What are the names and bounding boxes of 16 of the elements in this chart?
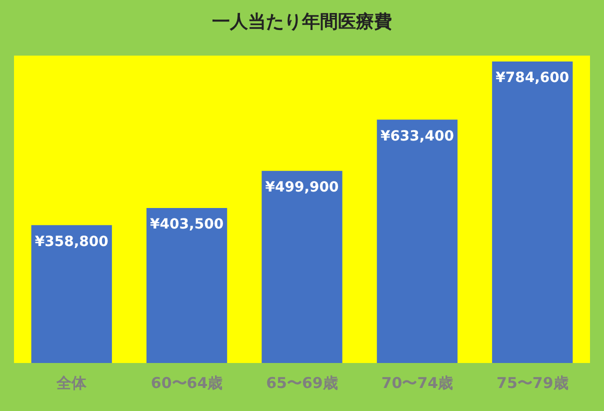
data-label: ¥633,400: [380, 128, 454, 144]
x-tick-label: 60〜64歳: [150, 374, 223, 392]
bar: [492, 62, 573, 363]
x-tick-label: 75〜79歳: [496, 374, 568, 392]
data-label: ¥358,800: [34, 234, 109, 250]
data-label: ¥403,500: [150, 216, 224, 233]
bar: [376, 120, 458, 363]
x-tick-label: 70〜74歳: [381, 374, 454, 392]
x-tick-label: 65〜69歳: [266, 374, 338, 392]
data-label: ¥784,600: [496, 70, 570, 86]
bar: [146, 208, 228, 363]
x-tick-label: 全体: [56, 374, 88, 392]
bar: [31, 225, 112, 363]
data-label: ¥499,900: [265, 180, 340, 196]
bar: [262, 170, 342, 363]
chart-title: 一人当たり年間医療費: [212, 11, 392, 32]
